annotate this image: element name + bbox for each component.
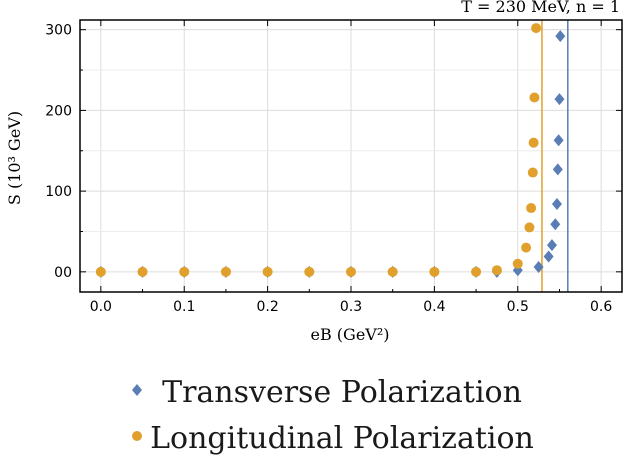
longitudinal-point bbox=[527, 167, 538, 178]
longitudinal-point bbox=[526, 203, 537, 214]
longitudinal-point bbox=[529, 92, 540, 103]
axis-ticks: 0.0 0.1 0.2 0.3 0.4 0.5 0.6 00 100 200 300 bbox=[45, 20, 622, 315]
longitudinal-point bbox=[512, 258, 523, 269]
longitudinal-point bbox=[387, 266, 398, 277]
data-points bbox=[95, 23, 566, 278]
x-tick-label: 0.6 bbox=[590, 299, 612, 315]
transverse-point bbox=[554, 93, 565, 106]
x-tick-label: 0.4 bbox=[423, 299, 445, 315]
y-axis-label: S (10³ GeV) bbox=[5, 111, 24, 205]
longitudinal-point bbox=[137, 266, 148, 277]
vertical-lines bbox=[541, 20, 569, 292]
transverse-point bbox=[543, 250, 554, 263]
transverse-point bbox=[553, 134, 564, 147]
x-tick-label: 0.2 bbox=[256, 299, 278, 315]
x-tick-label: 0.3 bbox=[340, 299, 362, 315]
grid bbox=[80, 20, 622, 292]
legend-label: Transverse Polarization bbox=[162, 375, 522, 410]
legend-diamond-marker bbox=[132, 384, 142, 396]
legend-label: Longitudinal Polarization bbox=[150, 421, 534, 456]
longitudinal-point bbox=[531, 23, 542, 34]
longitudinal-point bbox=[304, 266, 315, 277]
longitudinal-point bbox=[524, 222, 535, 233]
x-tick-label: 0.1 bbox=[173, 299, 195, 315]
x-tick-label: 0.0 bbox=[90, 299, 112, 315]
legend: Transverse Polarization Longitudinal Pola… bbox=[132, 375, 534, 456]
transverse-point bbox=[551, 198, 562, 211]
x-axis-label: eB (GeV²) bbox=[310, 325, 389, 344]
longitudinal-point bbox=[491, 265, 502, 276]
longitudinal-point bbox=[346, 266, 356, 277]
y-tick-label: 300 bbox=[45, 23, 72, 39]
longitudinal-point bbox=[429, 266, 440, 277]
longitudinal-point bbox=[220, 266, 231, 277]
legend-circle-marker bbox=[132, 431, 142, 441]
x-tick-label: 0.5 bbox=[507, 299, 529, 315]
y-tick-label: 200 bbox=[45, 103, 72, 119]
transverse-point bbox=[550, 218, 561, 231]
y-tick-label: 100 bbox=[45, 184, 72, 200]
longitudinal-point bbox=[471, 266, 482, 277]
longitudinal-point bbox=[95, 266, 106, 277]
transverse-point bbox=[533, 260, 544, 273]
longitudinal-point bbox=[262, 266, 273, 277]
transverse-point bbox=[552, 163, 563, 176]
longitudinal-point bbox=[521, 242, 532, 253]
transverse-point bbox=[546, 239, 557, 252]
transverse-point bbox=[555, 30, 566, 43]
y-tick-label: 00 bbox=[54, 265, 72, 281]
longitudinal-point bbox=[528, 137, 539, 148]
longitudinal-point bbox=[179, 266, 190, 277]
chart-annotation: T = 230 MeV, n = 1 bbox=[461, 0, 620, 16]
